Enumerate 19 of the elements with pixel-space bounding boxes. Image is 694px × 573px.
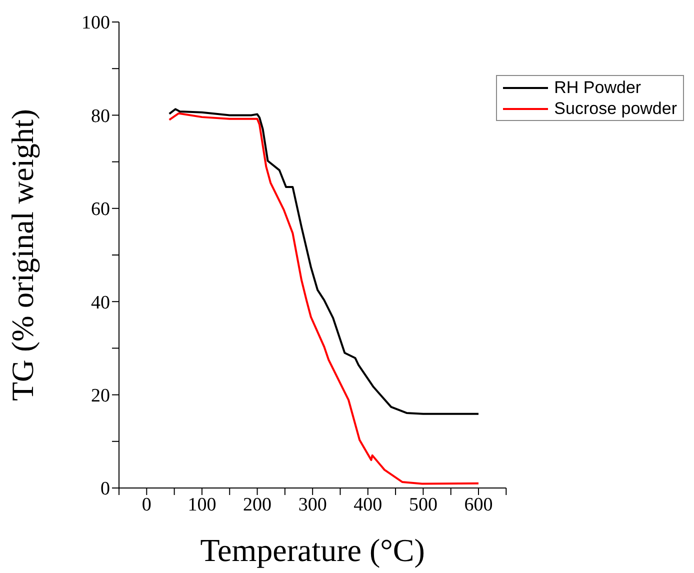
x-tick-label: 200 [243, 494, 272, 516]
y-tick-label: 100 [82, 12, 110, 34]
y-axis-title: TG (% original weight) [5, 109, 40, 401]
x-tick-label: 400 [354, 494, 382, 516]
x-tick-label: 300 [298, 494, 327, 516]
y-tick-label: 0 [100, 478, 110, 500]
y-tick-label: 60 [91, 199, 110, 220]
line-series [168, 112, 480, 485]
x-tick-label: 100 [188, 494, 216, 516]
x-tick-label: 600 [464, 494, 493, 516]
y-tick-label: 40 [91, 292, 110, 314]
y-tick-label: 20 [91, 386, 110, 407]
y-tick-label: 80 [91, 106, 110, 127]
line-series [168, 108, 480, 415]
legend-label: Sucrose powder [554, 98, 677, 119]
x-axis-title: Temperature (°C) [200, 532, 425, 568]
x-tick-label: 0 [142, 494, 152, 516]
x-tick-label: 500 [408, 494, 438, 516]
legend-label: RH Powder [554, 77, 642, 98]
